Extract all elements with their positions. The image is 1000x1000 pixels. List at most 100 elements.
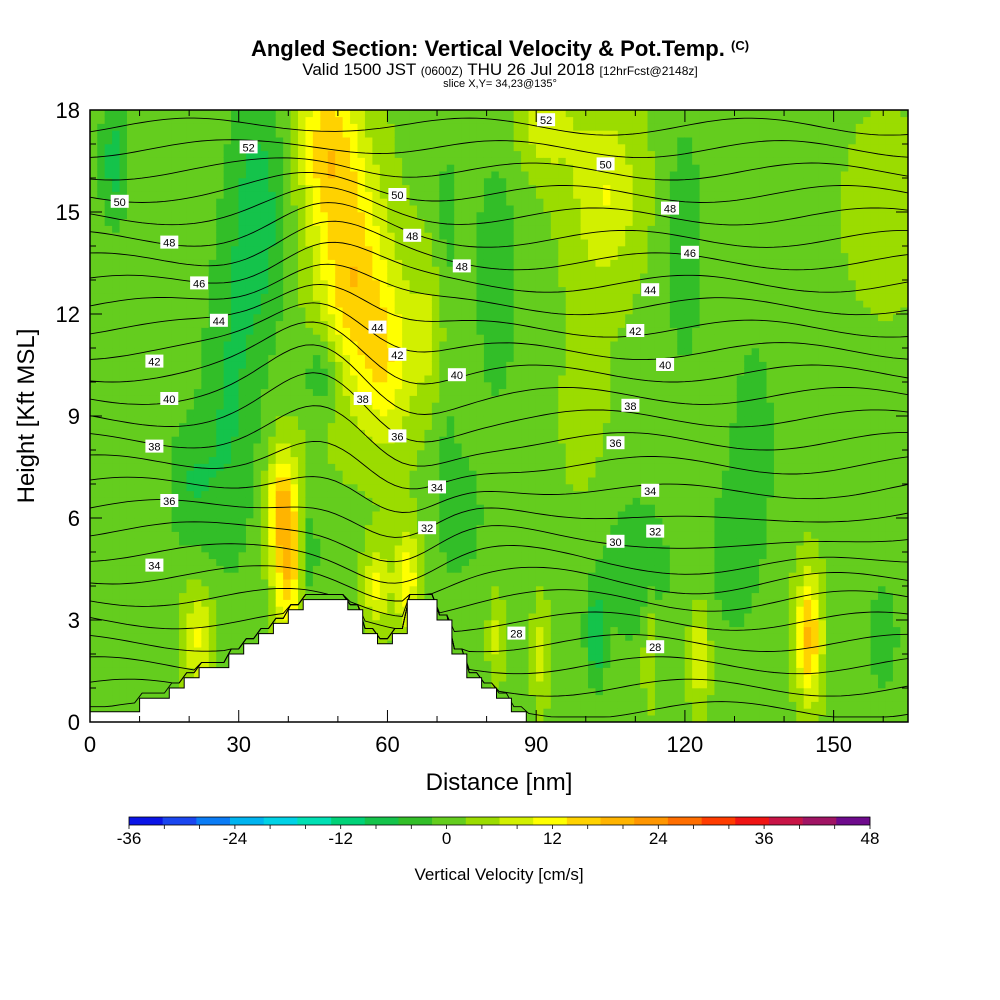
velocity-cell (290, 524, 299, 532)
velocity-cell (245, 545, 254, 553)
velocity-cell (491, 150, 500, 158)
velocity-cell (238, 531, 247, 539)
velocity-cell (409, 545, 418, 553)
velocity-cell (469, 341, 477, 349)
velocity-cell (141, 613, 150, 621)
velocity-cell (104, 551, 113, 560)
velocity-cell (483, 681, 492, 689)
velocity-cell (446, 490, 455, 498)
velocity-cell (342, 415, 351, 424)
velocity-cell (275, 395, 284, 403)
velocity-cell (171, 137, 180, 145)
velocity-cell (104, 293, 113, 301)
velocity-cell (260, 443, 269, 451)
velocity-cell (119, 313, 128, 322)
velocity-cell (290, 375, 299, 383)
velocity-cell (90, 110, 98, 118)
velocity-cell (208, 483, 217, 492)
velocity-cell (216, 613, 225, 621)
velocity-cell (290, 429, 299, 437)
velocity-cell (342, 354, 351, 362)
velocity-cell (483, 198, 492, 206)
velocity-cell (253, 626, 262, 634)
velocity-cell (424, 266, 433, 274)
velocity-cell (476, 191, 485, 199)
velocity-cell (417, 381, 425, 390)
velocity-cell (312, 347, 321, 356)
velocity-cell (112, 545, 121, 553)
velocity-cell (126, 545, 135, 553)
velocity-cell (134, 599, 143, 607)
velocity-cell (498, 449, 507, 458)
velocity-cell (268, 613, 277, 621)
velocity-cell (104, 252, 113, 260)
velocity-cell (149, 633, 158, 641)
velocity-cell (134, 545, 143, 553)
velocity-cell (312, 205, 321, 213)
velocity-cell (364, 551, 373, 560)
velocity-cell (223, 395, 232, 403)
velocity-cell (149, 687, 158, 696)
velocity-cell (90, 579, 98, 587)
velocity-cell (320, 524, 329, 532)
velocity-cell (201, 565, 210, 573)
velocity-cell (454, 429, 463, 437)
velocity-cell (283, 164, 292, 172)
velocity-cell (409, 279, 418, 288)
velocity-cell (141, 422, 150, 430)
velocity-cell (409, 415, 418, 424)
velocity-cell (312, 409, 321, 417)
velocity-cell (469, 565, 477, 573)
velocity-cell (498, 599, 507, 607)
velocity-cell (208, 368, 217, 376)
velocity-cell (179, 402, 187, 410)
velocity-cell (208, 157, 217, 165)
velocity-cell (268, 300, 277, 308)
velocity-cell (409, 307, 418, 315)
velocity-cell (112, 293, 121, 301)
velocity-cell (402, 545, 411, 553)
velocity-cell (260, 157, 269, 165)
velocity-cell (253, 320, 262, 328)
velocity-cell (350, 497, 359, 505)
velocity-cell (186, 123, 195, 131)
velocity-cell (350, 517, 359, 526)
velocity-cell (320, 381, 329, 390)
velocity-cell (357, 245, 366, 254)
velocity-cell (417, 395, 425, 403)
velocity-cell (364, 171, 373, 179)
velocity-cell (394, 585, 403, 594)
velocity-cell (186, 524, 195, 532)
velocity-cell (342, 157, 351, 165)
velocity-cell (156, 313, 165, 322)
velocity-cell (179, 524, 187, 532)
velocity-cell (134, 225, 143, 233)
velocity-cell (454, 477, 463, 485)
velocity-cell (402, 252, 411, 260)
velocity-cell (312, 490, 321, 498)
velocity-cell (298, 239, 306, 247)
velocity-cell (298, 150, 306, 158)
velocity-cell (320, 293, 329, 301)
velocity-cell (112, 490, 121, 498)
velocity-cell (126, 579, 135, 587)
velocity-cell (483, 177, 492, 186)
velocity-cell (469, 456, 477, 464)
velocity-cell (223, 531, 232, 539)
velocity-cell (312, 565, 321, 573)
velocity-cell (283, 402, 292, 410)
velocity-cell (97, 422, 106, 430)
velocity-cell (483, 130, 492, 138)
velocity-cell (439, 211, 448, 220)
velocity-cell (327, 517, 336, 526)
velocity-cell (208, 579, 217, 587)
velocity-cell (275, 164, 284, 172)
velocity-cell (156, 667, 165, 675)
velocity-cell (231, 585, 240, 594)
velocity-cell (372, 449, 381, 458)
velocity-cell (156, 327, 165, 335)
velocity-cell (164, 130, 173, 138)
velocity-cell (357, 307, 366, 315)
velocity-cell (283, 490, 292, 498)
velocity-cell (387, 511, 396, 519)
